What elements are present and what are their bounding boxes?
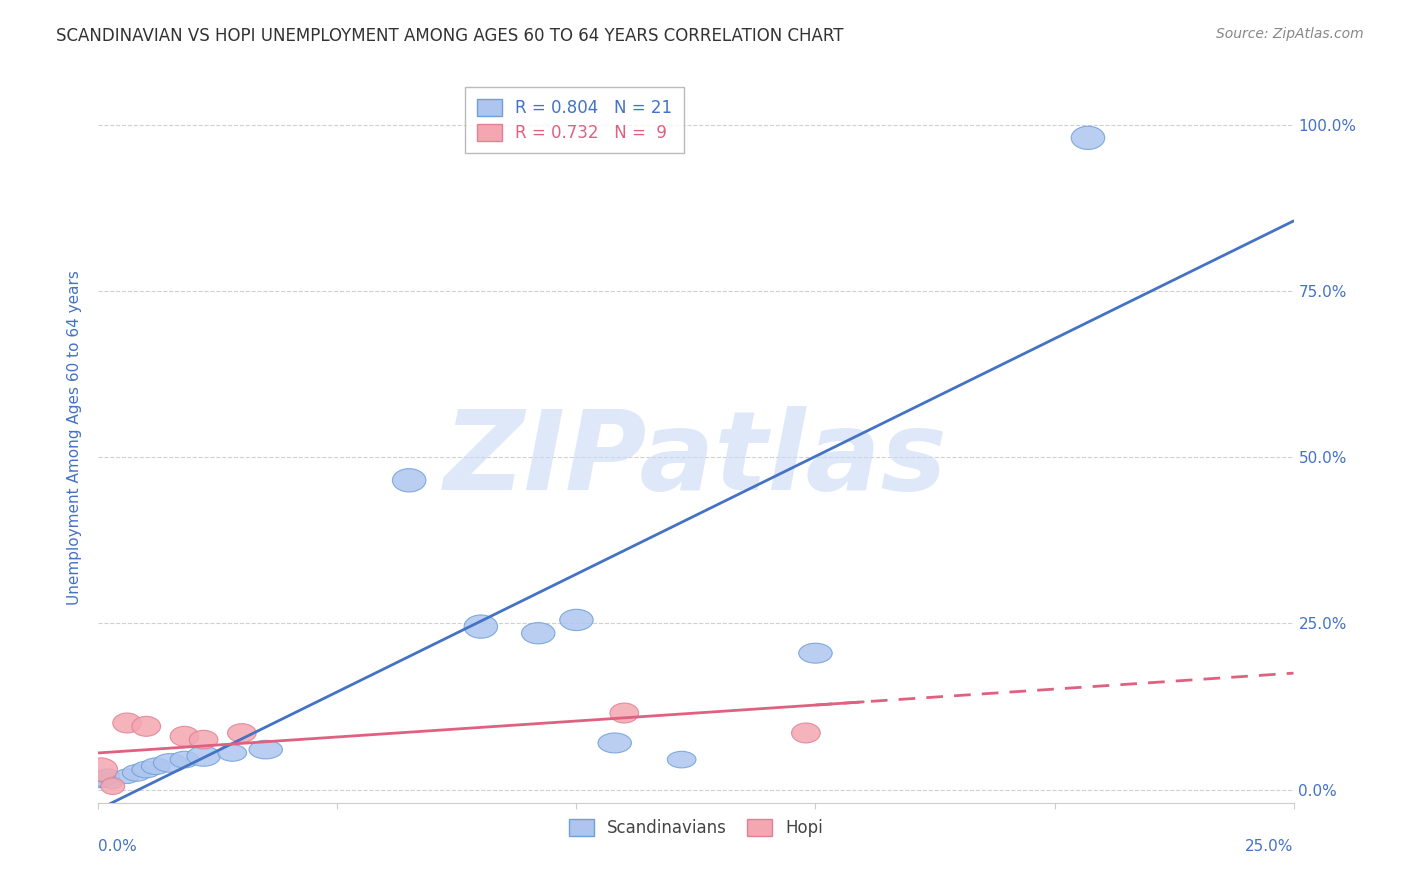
Ellipse shape [115,769,139,783]
Text: Source: ZipAtlas.com: Source: ZipAtlas.com [1216,27,1364,41]
Ellipse shape [170,726,198,747]
Ellipse shape [187,747,221,766]
Ellipse shape [101,778,125,795]
Legend: Scandinavians, Hopi: Scandinavians, Hopi [561,811,831,846]
Ellipse shape [792,723,820,743]
Ellipse shape [464,615,498,639]
Ellipse shape [218,745,246,761]
Ellipse shape [1071,126,1105,150]
Ellipse shape [153,754,187,772]
Text: SCANDINAVIAN VS HOPI UNEMPLOYMENT AMONG AGES 60 TO 64 YEARS CORRELATION CHART: SCANDINAVIAN VS HOPI UNEMPLOYMENT AMONG … [56,27,844,45]
Ellipse shape [668,751,696,768]
Ellipse shape [598,733,631,753]
Ellipse shape [392,468,426,492]
Ellipse shape [122,764,150,781]
Ellipse shape [142,758,170,774]
Ellipse shape [132,761,160,778]
Ellipse shape [132,716,160,736]
Ellipse shape [84,758,118,781]
Ellipse shape [170,751,198,768]
Ellipse shape [228,723,256,742]
Y-axis label: Unemployment Among Ages 60 to 64 years: Unemployment Among Ages 60 to 64 years [67,269,83,605]
Ellipse shape [112,713,142,733]
Text: ZIPatlas: ZIPatlas [444,406,948,513]
Ellipse shape [103,777,122,789]
Ellipse shape [610,703,638,723]
Ellipse shape [91,772,115,787]
Ellipse shape [799,643,832,663]
Ellipse shape [190,731,218,749]
Ellipse shape [96,769,120,783]
Text: 25.0%: 25.0% [1246,839,1294,855]
Ellipse shape [522,623,555,644]
Ellipse shape [560,609,593,631]
Ellipse shape [87,772,115,788]
Text: 0.0%: 0.0% [98,839,138,855]
Ellipse shape [249,740,283,759]
